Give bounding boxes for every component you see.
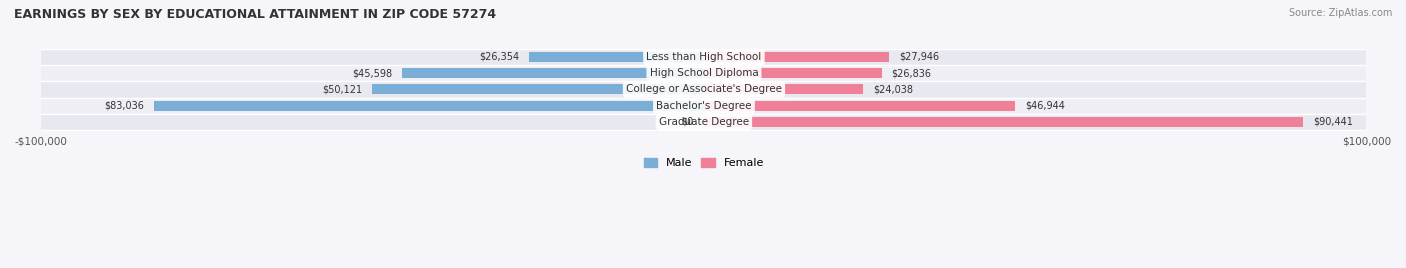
Text: $0: $0 xyxy=(682,117,695,127)
Bar xyxy=(41,114,1367,130)
Text: EARNINGS BY SEX BY EDUCATIONAL ATTAINMENT IN ZIP CODE 57274: EARNINGS BY SEX BY EDUCATIONAL ATTAINMEN… xyxy=(14,8,496,21)
Text: $45,598: $45,598 xyxy=(352,68,392,78)
Text: High School Diploma: High School Diploma xyxy=(650,68,758,78)
Text: Source: ZipAtlas.com: Source: ZipAtlas.com xyxy=(1288,8,1392,18)
Bar xyxy=(371,84,704,94)
Bar xyxy=(529,52,704,62)
Bar xyxy=(153,100,704,111)
Text: Less than High School: Less than High School xyxy=(647,52,762,62)
Text: $83,036: $83,036 xyxy=(104,101,143,111)
Text: $90,441: $90,441 xyxy=(1313,117,1353,127)
Bar xyxy=(41,98,1367,114)
Text: $27,946: $27,946 xyxy=(898,52,939,62)
Text: Graduate Degree: Graduate Degree xyxy=(659,117,749,127)
Text: $24,038: $24,038 xyxy=(873,84,912,94)
Text: $26,354: $26,354 xyxy=(479,52,519,62)
Bar xyxy=(41,65,1367,81)
Text: $50,121: $50,121 xyxy=(322,84,361,94)
Text: $46,944: $46,944 xyxy=(1025,101,1064,111)
Text: $26,836: $26,836 xyxy=(891,68,932,78)
Bar xyxy=(704,68,882,78)
Bar xyxy=(704,52,889,62)
Bar xyxy=(704,100,1015,111)
Text: College or Associate's Degree: College or Associate's Degree xyxy=(626,84,782,94)
Bar xyxy=(41,49,1367,65)
Bar xyxy=(41,81,1367,98)
Bar xyxy=(402,68,704,78)
Bar xyxy=(704,84,863,94)
Legend: Male, Female: Male, Female xyxy=(640,153,769,173)
Bar xyxy=(704,117,1303,127)
Text: Bachelor's Degree: Bachelor's Degree xyxy=(657,101,752,111)
